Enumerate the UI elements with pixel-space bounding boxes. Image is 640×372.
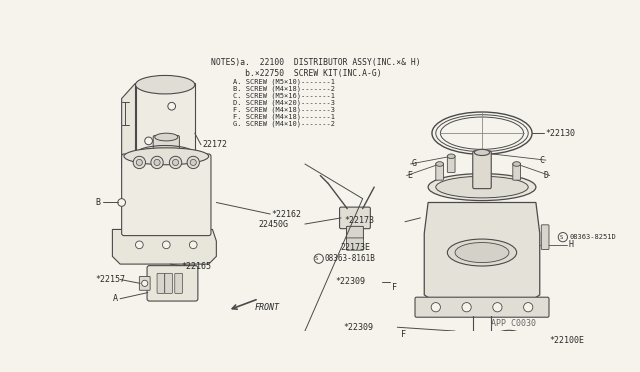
Ellipse shape xyxy=(428,174,536,201)
FancyBboxPatch shape xyxy=(436,163,444,180)
Circle shape xyxy=(168,102,175,110)
FancyBboxPatch shape xyxy=(122,154,211,235)
Ellipse shape xyxy=(447,239,516,266)
Text: E: E xyxy=(408,171,413,180)
Circle shape xyxy=(187,156,200,169)
Text: C. SCREW (M5×16)-------1: C. SCREW (M5×16)-------1 xyxy=(216,92,335,99)
Text: *22309: *22309 xyxy=(336,277,365,286)
Circle shape xyxy=(141,280,148,286)
Ellipse shape xyxy=(473,336,492,342)
Text: *22309: *22309 xyxy=(344,323,373,332)
Circle shape xyxy=(133,156,145,169)
Polygon shape xyxy=(424,202,540,302)
Circle shape xyxy=(462,302,471,312)
Text: NOTES)a.  22100  DISTRIBUTOR ASSY(INC.×& H): NOTES)a. 22100 DISTRIBUTOR ASSY(INC.×& H… xyxy=(211,58,420,67)
FancyBboxPatch shape xyxy=(415,297,549,317)
Text: *22100E: *22100E xyxy=(550,336,585,345)
FancyBboxPatch shape xyxy=(340,207,371,229)
Text: *22162: *22162 xyxy=(272,209,302,218)
Circle shape xyxy=(151,156,163,169)
Text: H: H xyxy=(568,240,573,249)
Text: B: B xyxy=(95,198,100,207)
Text: A. SCREW (M5×10)-------1: A. SCREW (M5×10)-------1 xyxy=(216,78,335,85)
FancyBboxPatch shape xyxy=(541,225,549,250)
Text: FRONT: FRONT xyxy=(255,304,280,312)
FancyBboxPatch shape xyxy=(513,163,520,180)
FancyBboxPatch shape xyxy=(140,276,150,290)
Circle shape xyxy=(172,159,179,166)
FancyBboxPatch shape xyxy=(164,273,172,294)
FancyBboxPatch shape xyxy=(346,226,364,240)
Text: 22450G: 22450G xyxy=(259,219,289,228)
Circle shape xyxy=(118,199,125,206)
Text: D: D xyxy=(543,171,548,180)
Ellipse shape xyxy=(447,154,455,158)
Ellipse shape xyxy=(455,243,509,263)
FancyBboxPatch shape xyxy=(473,151,492,189)
Ellipse shape xyxy=(155,133,178,141)
FancyBboxPatch shape xyxy=(346,238,364,250)
FancyBboxPatch shape xyxy=(153,135,179,162)
Ellipse shape xyxy=(436,176,528,198)
Circle shape xyxy=(136,241,143,249)
Ellipse shape xyxy=(474,150,490,155)
Circle shape xyxy=(145,137,152,145)
Text: C: C xyxy=(540,155,545,165)
Ellipse shape xyxy=(513,162,520,166)
Circle shape xyxy=(163,241,170,249)
Polygon shape xyxy=(122,83,136,168)
FancyBboxPatch shape xyxy=(147,266,198,301)
FancyBboxPatch shape xyxy=(175,273,182,294)
Ellipse shape xyxy=(482,151,490,155)
Ellipse shape xyxy=(440,117,524,150)
Text: F. SCREW (M4×18)-------3: F. SCREW (M4×18)-------3 xyxy=(216,106,335,113)
Ellipse shape xyxy=(436,162,444,166)
Text: 22173E: 22173E xyxy=(340,243,370,251)
Text: A: A xyxy=(113,294,117,303)
Text: 08363-8161B: 08363-8161B xyxy=(325,254,376,263)
FancyBboxPatch shape xyxy=(157,273,164,294)
Text: APP C0030: APP C0030 xyxy=(491,319,536,328)
Text: *22130: *22130 xyxy=(545,129,575,138)
Text: *22173: *22173 xyxy=(344,216,374,225)
FancyBboxPatch shape xyxy=(447,155,455,173)
Text: *22165: *22165 xyxy=(182,262,212,271)
Circle shape xyxy=(314,254,323,263)
Text: G. SCREW (M4×10)-------2: G. SCREW (M4×10)-------2 xyxy=(216,120,335,126)
Polygon shape xyxy=(113,230,216,264)
Circle shape xyxy=(170,156,182,169)
Ellipse shape xyxy=(124,148,209,165)
Circle shape xyxy=(431,302,440,312)
FancyBboxPatch shape xyxy=(482,153,490,169)
Text: 08363-8251D: 08363-8251D xyxy=(569,234,616,240)
Circle shape xyxy=(558,232,568,242)
Text: S: S xyxy=(315,256,318,261)
Text: 22172: 22172 xyxy=(202,140,227,149)
Text: F. SCREW (M4×18)-------1: F. SCREW (M4×18)-------1 xyxy=(216,113,335,120)
Circle shape xyxy=(493,302,502,312)
Text: G: G xyxy=(412,160,417,169)
Circle shape xyxy=(189,241,197,249)
Circle shape xyxy=(190,159,196,166)
Circle shape xyxy=(136,159,143,166)
Polygon shape xyxy=(136,83,195,153)
Text: S: S xyxy=(560,235,563,240)
Text: B. SCREW (M4×18)-------2: B. SCREW (M4×18)-------2 xyxy=(216,86,335,92)
Circle shape xyxy=(474,340,490,356)
Circle shape xyxy=(524,302,533,312)
Ellipse shape xyxy=(136,76,195,94)
Text: F: F xyxy=(401,330,406,339)
Text: F: F xyxy=(392,283,397,292)
Ellipse shape xyxy=(492,330,526,350)
Text: *22157: *22157 xyxy=(95,275,125,284)
Circle shape xyxy=(154,159,160,166)
Text: b.×22750  SCREW KIT(INC.A-G): b.×22750 SCREW KIT(INC.A-G) xyxy=(211,68,381,77)
Text: D. SCREW (M4×20)-------3: D. SCREW (M4×20)-------3 xyxy=(216,99,335,106)
